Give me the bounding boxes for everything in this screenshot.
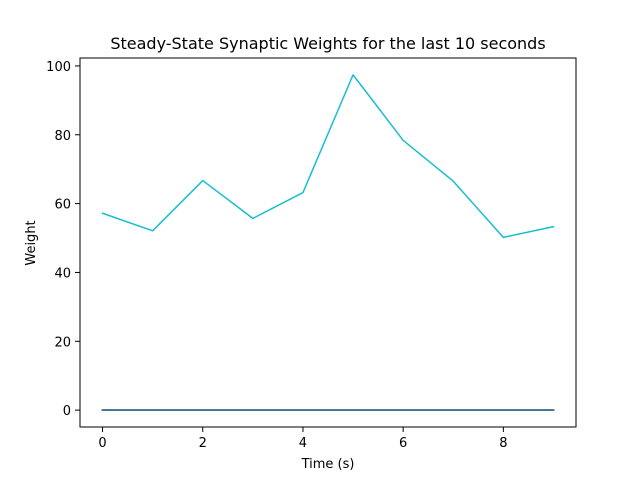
y-tick-label: 40 [54, 266, 71, 281]
x-tick-label: 4 [299, 436, 307, 451]
y-tick-label: 100 [46, 60, 71, 75]
x-tick-label: 8 [499, 436, 507, 451]
y-tick-label: 80 [54, 129, 71, 144]
x-tick-label: 6 [399, 436, 407, 451]
y-tick-label: 60 [54, 198, 71, 213]
x-axis-ticks: 0 2 4 6 8 [98, 427, 507, 451]
y-tick-label: 20 [54, 335, 71, 350]
chart-title: Steady-State Synaptic Weights for the la… [110, 34, 545, 53]
x-axis-label: Time (s) [301, 457, 355, 472]
y-axis-label: Weight [24, 220, 39, 265]
x-tick-label: 0 [98, 436, 106, 451]
axes-frame [79, 57, 577, 428]
y-tick-label: 0 [63, 404, 71, 419]
series-line-1 [101, 74, 555, 239]
y-axis-ticks: 0 20 40 60 80 100 [46, 60, 80, 419]
plot-area [80, 58, 576, 427]
x-tick-label: 2 [199, 436, 207, 451]
series-layer [101, 74, 555, 411]
